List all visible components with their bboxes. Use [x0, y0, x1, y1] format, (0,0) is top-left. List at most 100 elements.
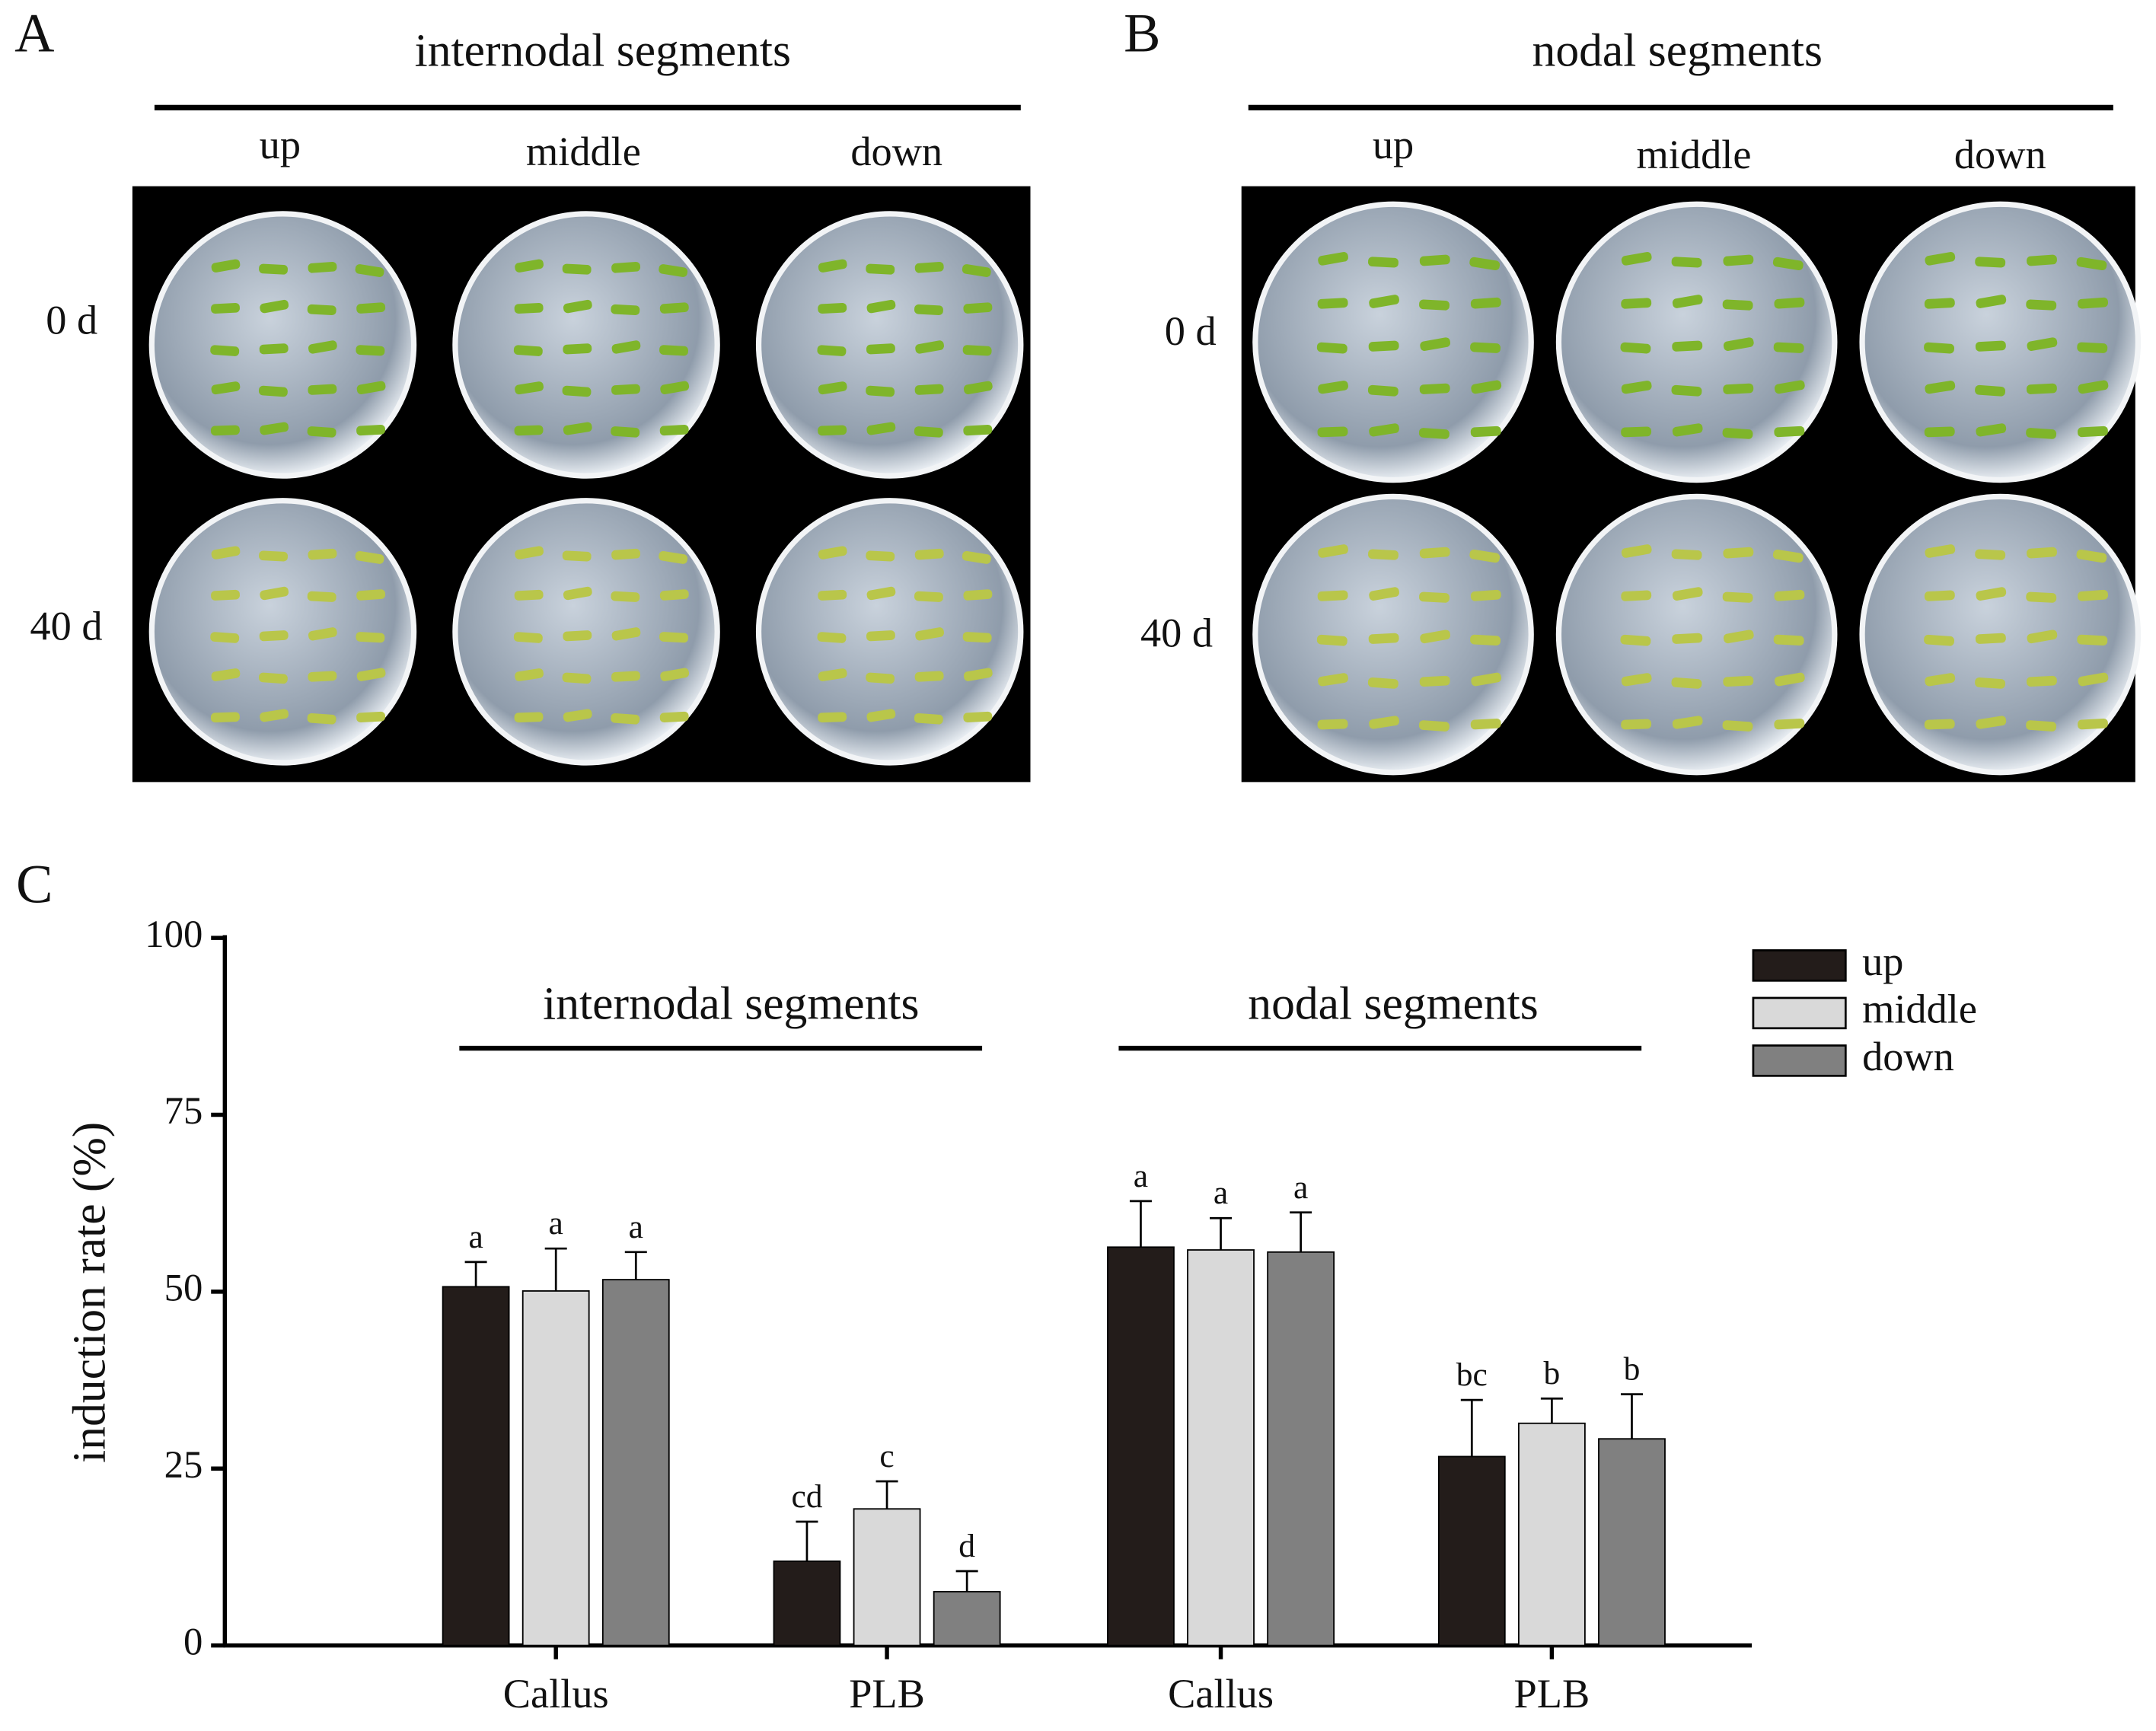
explant [1368, 633, 1399, 644]
bar [853, 1508, 921, 1647]
legend-swatch [1752, 949, 1847, 982]
explant [356, 668, 386, 681]
explant [356, 589, 386, 601]
explant [1671, 549, 1702, 560]
explant [866, 709, 896, 722]
explant [211, 546, 241, 559]
explant [1470, 589, 1501, 601]
explant [2078, 589, 2109, 601]
explant [1772, 257, 1804, 271]
explant [818, 381, 847, 395]
significance-letter: d [958, 1528, 975, 1564]
explant [2027, 254, 2057, 266]
explant [914, 262, 944, 273]
explant [356, 632, 385, 643]
dishes [148, 201, 2142, 776]
y-tick-label: 75 [164, 1089, 203, 1132]
explant [611, 426, 640, 438]
explant [1471, 672, 1502, 687]
explant [1925, 673, 1956, 687]
explant [1317, 298, 1348, 309]
legend-swatch [1752, 996, 1847, 1030]
explant [818, 589, 847, 601]
explant [514, 589, 544, 601]
explant [1318, 251, 1348, 266]
explant [1419, 675, 1450, 687]
explant [307, 712, 336, 725]
explant [611, 384, 640, 395]
x-tick-label: Callus [1168, 1671, 1274, 1717]
explant [1723, 547, 1754, 559]
explant [308, 340, 337, 354]
explant [1976, 423, 2007, 437]
explant [1419, 547, 1450, 559]
explant [962, 632, 992, 643]
explant [866, 422, 896, 435]
explant [1722, 428, 1753, 439]
explant [1723, 337, 1754, 352]
explant [1369, 295, 1400, 308]
explant [514, 425, 544, 436]
panel-label: B [1124, 2, 1160, 63]
explant [1976, 587, 2007, 601]
explant [1773, 342, 1804, 353]
x-tick-label: PLB [849, 1671, 925, 1717]
explant [1975, 633, 2006, 644]
explant [1925, 251, 1956, 266]
explant [914, 304, 943, 316]
explant [914, 384, 944, 395]
explant [258, 385, 288, 397]
explant [963, 711, 993, 722]
legend-label: up [1862, 939, 1903, 984]
explant [307, 304, 336, 316]
explant [866, 630, 895, 642]
explant [260, 422, 289, 435]
explant [1975, 384, 2006, 397]
legend-label: down [1862, 1034, 1954, 1079]
explant [1671, 677, 1702, 689]
explant [2027, 337, 2058, 352]
explant [1470, 342, 1501, 353]
explant [962, 345, 992, 356]
explant [866, 263, 895, 275]
explant [611, 548, 641, 560]
explant [659, 345, 688, 356]
explant [1470, 297, 1501, 309]
significance-letter: a [1134, 1158, 1148, 1194]
explant [563, 586, 592, 601]
explant [2026, 383, 2057, 394]
explant [1317, 719, 1348, 730]
explant [1671, 384, 1702, 397]
explant [2078, 672, 2109, 687]
explant [1672, 587, 1703, 601]
explant [355, 550, 384, 564]
explant [562, 385, 592, 397]
explant [1620, 342, 1651, 354]
row-label: 0 d [1165, 308, 1217, 354]
explant [914, 548, 944, 560]
explant [1723, 254, 1754, 266]
column-label: middle [526, 129, 641, 174]
explant [1772, 549, 1804, 563]
explant [1621, 590, 1652, 601]
explant [2076, 257, 2107, 271]
explant [513, 632, 543, 643]
explant [1722, 720, 1753, 732]
explant [2077, 634, 2108, 646]
explant [1975, 677, 2006, 689]
explant [1470, 426, 1501, 438]
column-label: up [1373, 122, 1414, 167]
explant [2078, 297, 2109, 309]
explant [659, 711, 689, 722]
explant [515, 381, 544, 395]
explant [1671, 257, 1702, 268]
explant [659, 632, 688, 643]
explant [210, 345, 240, 356]
explant [611, 671, 640, 682]
explant [356, 302, 386, 314]
explant [515, 546, 544, 559]
explant [2026, 428, 2057, 439]
explant [1924, 719, 1955, 730]
explant [1369, 423, 1399, 437]
